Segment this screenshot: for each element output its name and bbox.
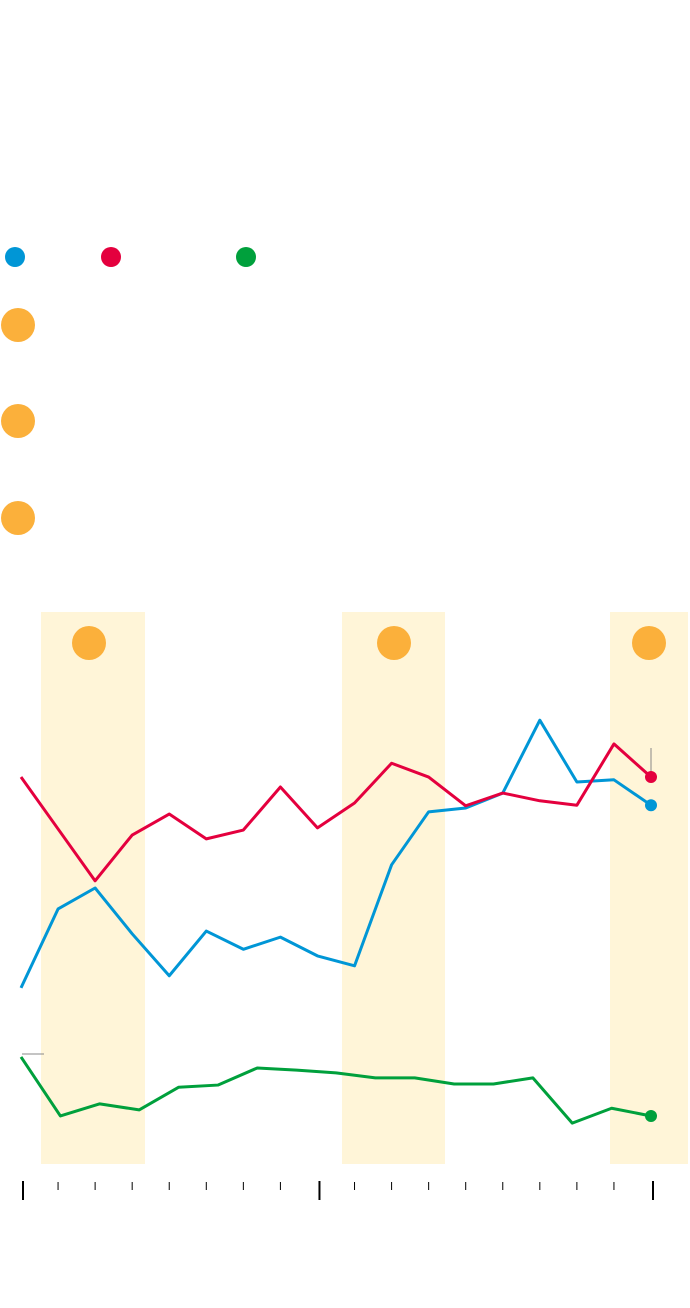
end-point [645, 799, 657, 812]
event-marker [72, 626, 106, 660]
series-line [19, 1056, 652, 1125]
event-marker [1, 404, 35, 438]
series-line [19, 718, 652, 989]
band [342, 612, 445, 1164]
event-marker [1, 308, 35, 342]
end-point [645, 771, 657, 784]
legend [1, 247, 256, 535]
legend-dot [5, 247, 25, 267]
band [610, 612, 688, 1164]
series-line [19, 742, 652, 883]
event-marker [377, 626, 411, 660]
bands [41, 612, 688, 1164]
end-point [645, 1109, 657, 1122]
legend-dot [236, 247, 256, 267]
event-marker [1, 501, 35, 535]
event-marker [632, 626, 666, 660]
legend-dot [101, 247, 121, 267]
